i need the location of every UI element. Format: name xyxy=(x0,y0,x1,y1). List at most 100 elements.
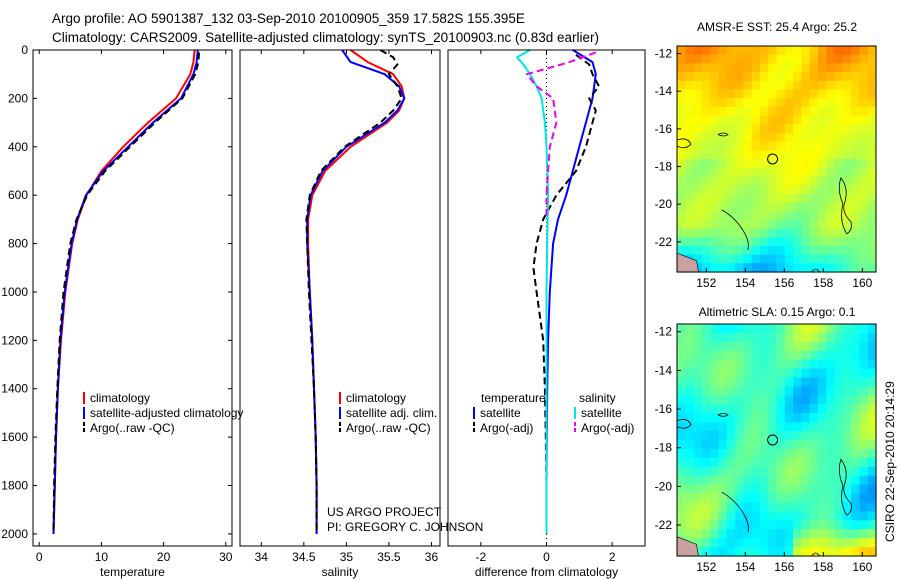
map-cell xyxy=(859,359,869,370)
map-cell xyxy=(776,159,786,169)
map-cell xyxy=(685,440,695,450)
map-cell xyxy=(826,219,836,230)
map-cell xyxy=(718,211,728,221)
map-cell xyxy=(693,237,703,247)
map-y-tick-label: -14 xyxy=(655,363,673,377)
map-cell xyxy=(834,202,844,212)
map-cell xyxy=(859,520,869,530)
map-cell xyxy=(801,185,811,195)
map-cell xyxy=(751,422,761,432)
x-axis-label: temperature xyxy=(100,565,165,579)
map-cell xyxy=(859,54,869,64)
map-cell xyxy=(726,484,736,495)
map-cell xyxy=(776,529,786,539)
map-cell xyxy=(677,98,686,108)
map-cell xyxy=(743,167,753,177)
map-cell xyxy=(851,529,861,539)
map-cell xyxy=(784,457,794,468)
map-cell xyxy=(718,150,728,160)
map-cell xyxy=(834,386,844,396)
y-tick-label: 600 xyxy=(8,188,28,202)
map-cell xyxy=(710,484,720,495)
map-cell xyxy=(834,404,844,414)
map-frame xyxy=(676,323,877,557)
map-cell xyxy=(801,237,811,247)
map-cell xyxy=(751,254,761,264)
map-y-tick-label: -20 xyxy=(655,197,673,211)
map-cell xyxy=(677,63,686,73)
map-cell xyxy=(677,89,686,99)
map-cell xyxy=(710,404,720,414)
map-cell xyxy=(859,377,869,388)
x-tick-label: 2 xyxy=(609,550,616,564)
map-cell xyxy=(718,350,728,361)
map-cell xyxy=(842,502,852,512)
map-cell xyxy=(776,185,786,195)
map-cell xyxy=(677,377,686,388)
map-cell xyxy=(677,493,686,504)
map-cell xyxy=(851,413,861,423)
map-cell xyxy=(784,150,794,160)
map-cell xyxy=(693,219,703,230)
map-cell xyxy=(677,54,686,64)
map-cell xyxy=(867,98,877,108)
map-cell xyxy=(801,245,811,256)
map-cell xyxy=(743,193,753,204)
map-cell xyxy=(726,80,736,91)
map-cell xyxy=(859,341,869,352)
map-cell xyxy=(710,332,720,343)
map-cell xyxy=(851,211,861,221)
map-cell xyxy=(743,132,753,143)
map-cell xyxy=(701,98,711,108)
reef-contour xyxy=(676,138,692,149)
map-cell xyxy=(735,106,744,117)
map-cell xyxy=(701,529,711,539)
map-cell xyxy=(743,72,753,82)
map-cell xyxy=(743,484,753,495)
y-tick-label: 200 xyxy=(8,91,28,105)
map-cell xyxy=(801,413,811,423)
map-cell xyxy=(826,106,836,117)
map-cell xyxy=(817,350,827,361)
map-cell xyxy=(710,413,720,423)
map-cell xyxy=(710,150,720,160)
map-cell xyxy=(735,150,744,160)
map-cell xyxy=(859,475,869,486)
map-cell xyxy=(867,159,877,169)
map-cell xyxy=(817,448,827,459)
map-cell xyxy=(793,520,802,530)
map-cell xyxy=(768,493,778,504)
map-cell xyxy=(710,185,720,195)
map-cell xyxy=(735,440,744,450)
map-cell xyxy=(718,237,728,247)
map-cell xyxy=(751,263,761,273)
reef-contour xyxy=(838,458,852,516)
map-cell xyxy=(784,493,794,504)
map-cell xyxy=(776,46,786,56)
map-cell xyxy=(834,159,844,169)
legend-label: climatology xyxy=(346,391,406,405)
map-cell xyxy=(759,448,769,459)
map-cell xyxy=(817,80,827,91)
map-cell xyxy=(693,167,703,177)
map-cell xyxy=(826,350,836,361)
map-cell xyxy=(793,332,802,343)
map-cell xyxy=(834,63,844,73)
map-cell xyxy=(677,475,686,486)
map-cell xyxy=(801,150,811,160)
map-cell xyxy=(701,176,711,186)
map-cell xyxy=(759,237,769,247)
map-cell xyxy=(677,386,686,396)
map-cell xyxy=(751,80,761,91)
map-cell xyxy=(693,132,703,143)
map-cell xyxy=(859,228,869,238)
map-cell xyxy=(784,520,794,530)
map-cell xyxy=(743,350,753,361)
map-cell xyxy=(735,72,744,82)
map-cell xyxy=(776,106,786,117)
map-cell xyxy=(751,493,761,504)
map-cell xyxy=(685,484,695,495)
map-cell xyxy=(793,176,802,186)
map-cell xyxy=(776,368,786,379)
series-line-4 xyxy=(525,51,597,220)
